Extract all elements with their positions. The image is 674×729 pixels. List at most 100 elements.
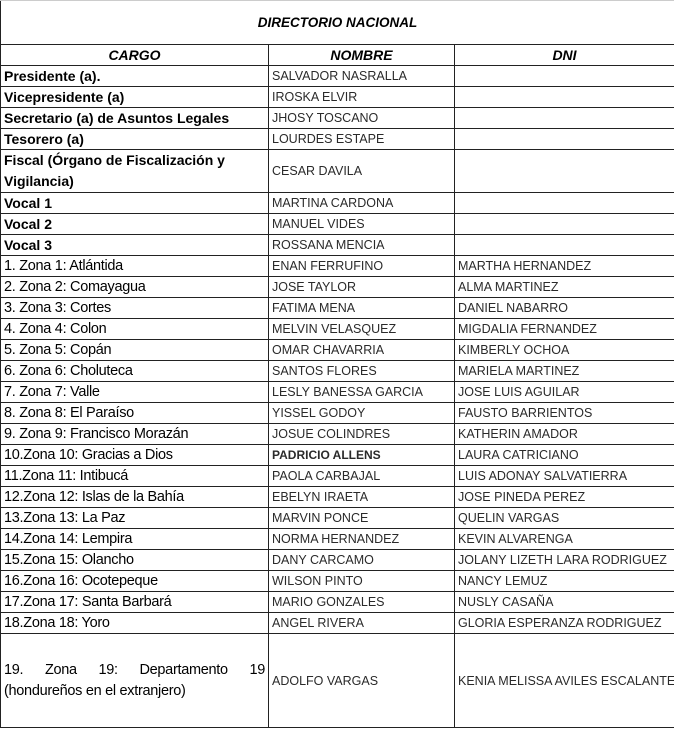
cell-cargo: Fiscal (Órgano de Fiscalización y Vigila… — [0, 149, 269, 193]
cell-dni — [453, 128, 674, 150]
table-row: 13.Zona 13: La Paz MARVIN PONCE QUELIN VAR… — [0, 507, 674, 529]
cell-nombre: JHOSY TOSCANO — [268, 107, 455, 129]
table-row: 12.Zona 12: Islas de la Bahía EBELYN IRAE… — [0, 486, 674, 508]
cell-cargo: 11.Zona 11: Intibucá — [0, 465, 269, 487]
cell-cargo: 17.Zona 17: Santa Barbará — [0, 591, 269, 613]
table-row: Presidente (a). SALVADOR NASRALLA — [0, 65, 674, 87]
table-row: 10.Zona 10: Gracias a Dios PADRICIO ALLEN… — [0, 444, 674, 466]
cell-dni: NANCY LEMUZ — [453, 570, 674, 592]
table-row: Vocal 1 MARTINA CARDONA — [0, 192, 674, 214]
table-row: 16.Zona 16: Ocotepeque WILSON PINTO NANCY … — [0, 570, 674, 592]
cell-cargo: 4. Zona 4: Colon — [0, 318, 269, 340]
cell-nombre: MELVIN VELASQUEZ — [268, 318, 455, 340]
cell-dni: LAURA CATRICIANO — [453, 444, 674, 466]
cell-cargo: Vicepresidente (a) — [0, 86, 269, 108]
cell-dni — [453, 234, 674, 256]
cell-cargo: 2. Zona 2: Comayagua — [0, 276, 269, 298]
cell-nombre: CESAR DAVILA — [268, 149, 455, 193]
cell-dni — [453, 107, 674, 129]
table-row: 9. Zona 9: Francisco Morazán JOSUE COLIND… — [0, 423, 674, 445]
cell-dni: KEVIN ALVARENGA — [453, 528, 674, 550]
table-title: DIRECTORIO NACIONAL — [0, 0, 674, 45]
cell-cargo: 9. Zona 9: Francisco Morazán — [0, 423, 269, 445]
cell-nombre: MARIO GONZALES — [268, 591, 455, 613]
cell-dni — [453, 192, 674, 214]
cell-nombre: MARVIN PONCE — [268, 507, 455, 529]
table-row: 4. Zona 4: Colon MELVIN VELASQUEZ MIGDALIA… — [0, 318, 674, 340]
cell-dni: JOLANY LIZETH LARA RODRIGUEZ — [453, 549, 674, 571]
cell-cargo: 1. Zona 1: Atlántida — [0, 255, 269, 277]
cell-dni: KENIA MELISSA AVILES ESCALANTE — [453, 633, 674, 728]
cell-cargo: 19. Zona 19: Departamento 19 (hondureños… — [0, 633, 269, 728]
table-row: 18.Zona 18: Yoro ANGEL RIVERA GLORIA ESPER… — [0, 612, 674, 634]
table-row: Secretario (a) de Asuntos Legales JHOSY T… — [0, 107, 674, 129]
cell-nombre: FATIMA MENA — [268, 297, 455, 319]
table-row: Fiscal (Órgano de Fiscalización y Vigila… — [0, 149, 674, 193]
cell-dni — [453, 213, 674, 235]
table-row: 19. Zona 19: Departamento 19 (hondureños… — [0, 633, 674, 728]
cell-nombre: MANUEL VIDES — [268, 213, 455, 235]
table-row: 15.Zona 15: Olancho DANY CARCAMO JOLANY LI… — [0, 549, 674, 571]
cell-dni: JOSE LUIS AGUILAR — [453, 381, 674, 403]
title-row: DIRECTORIO NACIONAL — [0, 0, 674, 45]
table-row: Vocal 2 MANUEL VIDES — [0, 213, 674, 235]
cell-dni: KIMBERLY OCHOA — [453, 339, 674, 361]
cell-dni — [453, 86, 674, 108]
header-row: CARGO NOMBRE DNI — [0, 44, 674, 66]
cell-nombre: ENAN FERRUFINO — [268, 255, 455, 277]
table-row: Tesorero (a) LOURDES ESTAPE — [0, 128, 674, 150]
cell-dni: MARTHA HERNANDEZ — [453, 255, 674, 277]
table-row: 2. Zona 2: Comayagua JOSE TAYLOR ALMA MART… — [0, 276, 674, 298]
cell-nombre: PADRICIO ALLENS — [268, 444, 455, 466]
cell-cargo: Tesorero (a) — [0, 128, 269, 150]
cell-dni: ALMA MARTINEZ — [453, 276, 674, 298]
cell-dni: MARIELA MARTINEZ — [453, 360, 674, 382]
cell-nombre: EBELYN IRAETA — [268, 486, 455, 508]
cell-nombre: MARTINA CARDONA — [268, 192, 455, 214]
cell-nombre: JOSUE COLINDRES — [268, 423, 455, 445]
cell-cargo: 15.Zona 15: Olancho — [0, 549, 269, 571]
cell-nombre: NORMA HERNANDEZ — [268, 528, 455, 550]
cell-dni — [453, 65, 674, 87]
cell-nombre: JOSE TAYLOR — [268, 276, 455, 298]
header-nombre: NOMBRE — [268, 44, 455, 66]
cell-dni: DANIEL NABARRO — [453, 297, 674, 319]
cell-cargo: Secretario (a) de Asuntos Legales — [0, 107, 269, 129]
cell-dni: GLORIA ESPERANZA RODRIGUEZ — [453, 612, 674, 634]
header-cargo: CARGO — [0, 44, 269, 66]
cell-cargo: 18.Zona 18: Yoro — [0, 612, 269, 634]
table-row: 8. Zona 8: El Paraíso YISSEL GODOY FAUSTO … — [0, 402, 674, 424]
cell-nombre: ROSSANA MENCIA — [268, 234, 455, 256]
table-row: 6. Zona 6: Choluteca SANTOS FLORES MARIELA… — [0, 360, 674, 382]
cell-dni: QUELIN VARGAS — [453, 507, 674, 529]
cell-cargo: 10.Zona 10: Gracias a Dios — [0, 444, 269, 466]
cell-nombre: YISSEL GODOY — [268, 402, 455, 424]
cell-nombre: SALVADOR NASRALLA — [268, 65, 455, 87]
cell-cargo: 5. Zona 5: Copán — [0, 339, 269, 361]
cell-nombre: ADOLFO VARGAS — [268, 633, 455, 728]
cell-nombre: SANTOS FLORES — [268, 360, 455, 382]
cell-cargo: 3. Zona 3: Cortes — [0, 297, 269, 319]
table-row: 5. Zona 5: Copán OMAR CHAVARRIA KIMBERLY O… — [0, 339, 674, 361]
table-row: Vocal 3 ROSSANA MENCIA — [0, 234, 674, 256]
cell-cargo: Presidente (a). — [0, 65, 269, 87]
cell-cargo: 13.Zona 13: La Paz — [0, 507, 269, 529]
cell-dni: KATHERIN AMADOR — [453, 423, 674, 445]
table-row: 14.Zona 14: Lempira NORMA HERNANDEZ KEVIN … — [0, 528, 674, 550]
cell-nombre: WILSON PINTO — [268, 570, 455, 592]
cell-dni: LUIS ADONAY SALVATIERRA — [453, 465, 674, 487]
cell-cargo: 7. Zona 7: Valle — [0, 381, 269, 403]
cell-nombre: IROSKA ELVIR — [268, 86, 455, 108]
cell-nombre: PAOLA CARBAJAL — [268, 465, 455, 487]
cell-nombre: LESLY BANESSA GARCIA — [268, 381, 455, 403]
cell-dni — [453, 149, 674, 193]
cell-nombre: DANY CARCAMO — [268, 549, 455, 571]
cell-nombre: ANGEL RIVERA — [268, 612, 455, 634]
cell-cargo: Vocal 2 — [0, 213, 269, 235]
header-dni: DNI — [453, 44, 674, 66]
cell-cargo: Vocal 3 — [0, 234, 269, 256]
table-row: 11.Zona 11: Intibucá PAOLA CARBAJAL LUIS A… — [0, 465, 674, 487]
cell-nombre: OMAR CHAVARRIA — [268, 339, 455, 361]
cell-dni: JOSE PINEDA PEREZ — [453, 486, 674, 508]
